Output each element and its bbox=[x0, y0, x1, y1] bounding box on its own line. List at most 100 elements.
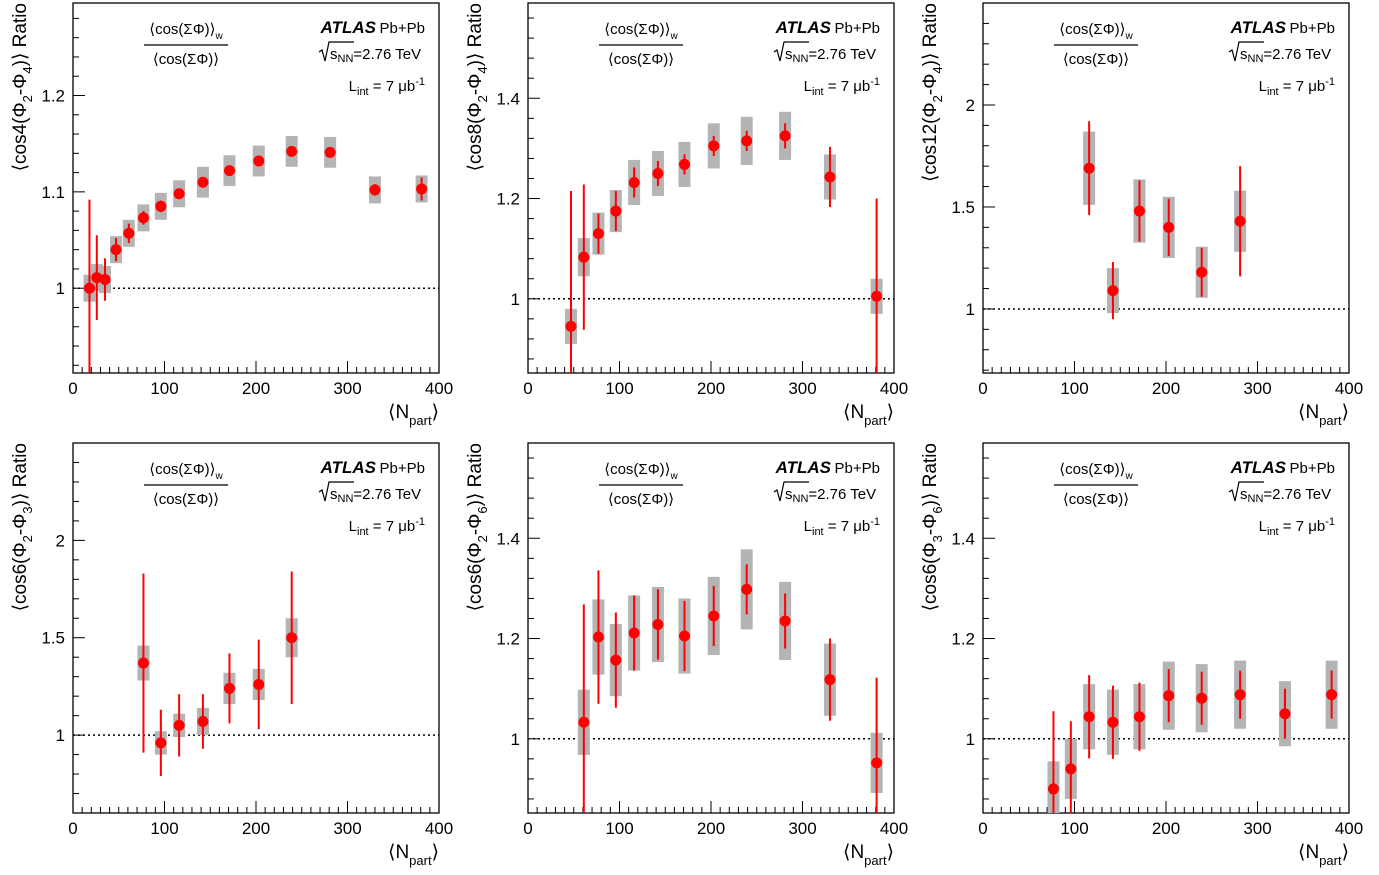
y-tick-label: 1.4 bbox=[496, 529, 520, 548]
data-point bbox=[1326, 689, 1338, 701]
x-tick-label: 0 bbox=[68, 379, 77, 398]
data-point bbox=[708, 610, 720, 622]
data-point bbox=[197, 176, 209, 188]
collision-energy: sNN=2.76 TeV bbox=[330, 46, 421, 65]
x-tick-label: 300 bbox=[788, 819, 816, 838]
x-tick-label: 200 bbox=[1152, 819, 1180, 838]
data-point bbox=[286, 145, 298, 157]
data-point bbox=[1083, 162, 1095, 174]
x-tick-label: 400 bbox=[880, 819, 908, 838]
sqrt-symbol bbox=[318, 41, 354, 62]
collision-system: Pb+Pb bbox=[380, 20, 425, 37]
data-point bbox=[137, 657, 149, 669]
x-tick-label: 100 bbox=[605, 379, 633, 398]
data-point bbox=[824, 171, 836, 183]
x-axis-title: ⟨Npart⟩ bbox=[1298, 402, 1349, 428]
data-point bbox=[1163, 221, 1175, 233]
data-point bbox=[779, 130, 791, 142]
data-point bbox=[565, 320, 577, 332]
data-point bbox=[1279, 708, 1291, 720]
data-point bbox=[173, 719, 185, 731]
data-point bbox=[91, 272, 103, 284]
data-point bbox=[1196, 692, 1208, 704]
data-point bbox=[678, 158, 690, 170]
data-point bbox=[1133, 205, 1145, 217]
collision-system: Pb+Pb bbox=[835, 460, 880, 477]
sqrt-symbol bbox=[773, 41, 809, 62]
y-axis-title: ⟨cos4(Φ2-Φ4)⟩ Ratio bbox=[10, 3, 35, 171]
data-point bbox=[1107, 285, 1119, 297]
x-tick-label: 300 bbox=[788, 379, 816, 398]
x-tick-label: 300 bbox=[1243, 819, 1271, 838]
x-tick-label: 200 bbox=[242, 819, 270, 838]
y-tick-label: 1 bbox=[511, 290, 520, 309]
collision-energy: sNN=2.76 TeV bbox=[330, 486, 421, 505]
sqrt-symbol bbox=[1228, 41, 1264, 62]
x-tick-label: 0 bbox=[978, 379, 987, 398]
y-tick-label: 1 bbox=[966, 730, 975, 749]
x-tick-label: 400 bbox=[425, 819, 453, 838]
x-tick-label: 0 bbox=[523, 379, 532, 398]
data-point bbox=[1083, 711, 1095, 723]
y-axis-title: ⟨cos8(Φ2-Φ4)⟩ Ratio bbox=[465, 3, 490, 171]
y-tick-label: 2 bbox=[56, 531, 65, 550]
atlas-label: ATLAS bbox=[1230, 18, 1287, 37]
ratio-denominator: ⟨cos(ΣΦ)⟩ bbox=[1063, 491, 1129, 508]
x-tick-label: 300 bbox=[333, 819, 361, 838]
data-point bbox=[708, 140, 720, 152]
collision-energy: sNN=2.76 TeV bbox=[785, 46, 876, 65]
x-tick-label: 100 bbox=[150, 379, 178, 398]
y-tick-label: 1.1 bbox=[41, 183, 65, 202]
luminosity: Lint = 7 μb-1 bbox=[804, 516, 880, 538]
panel-6: 0 100 200 300 400 1 1.2 1.4 ⟨cos(ΣΦ)⟩w ⟨cos(ΣΦ)⟩ A… bbox=[920, 442, 1363, 868]
ratio-numerator: ⟨cos(ΣΦ)⟩w bbox=[149, 21, 223, 42]
collision-system: Pb+Pb bbox=[1290, 20, 1335, 37]
sqrt-symbol bbox=[1228, 481, 1264, 502]
x-axis-title: ⟨Npart⟩ bbox=[1298, 842, 1349, 868]
data-point bbox=[592, 631, 604, 643]
y-tick-label: 1.5 bbox=[951, 198, 975, 217]
x-axis-title: ⟨Npart⟩ bbox=[388, 402, 439, 428]
x-axis-title: ⟨Npart⟩ bbox=[388, 842, 439, 868]
data-point bbox=[223, 682, 235, 694]
y-tick-label: 1.4 bbox=[496, 89, 520, 108]
luminosity: Lint = 7 μb-1 bbox=[1259, 76, 1335, 98]
data-point bbox=[610, 654, 622, 666]
panel-5: 0 100 200 300 400 1 1.2 1.4 ⟨cos(ΣΦ)⟩w ⟨cos(ΣΦ)⟩ A… bbox=[465, 442, 908, 868]
data-point bbox=[197, 715, 209, 727]
atlas-label: ATLAS bbox=[775, 458, 832, 477]
data-point bbox=[1234, 689, 1246, 701]
data-point bbox=[155, 200, 167, 212]
atlas-label: ATLAS bbox=[1230, 458, 1287, 477]
ratio-numerator: ⟨cos(ΣΦ)⟩w bbox=[1059, 461, 1133, 482]
ratio-denominator: ⟨cos(ΣΦ)⟩ bbox=[608, 491, 674, 508]
ratio-denominator: ⟨cos(ΣΦ)⟩ bbox=[608, 51, 674, 68]
data-point bbox=[1065, 763, 1077, 775]
data-point bbox=[741, 583, 753, 595]
x-tick-label: 400 bbox=[1335, 819, 1363, 838]
data-point bbox=[871, 757, 883, 769]
x-tick-label: 100 bbox=[1060, 819, 1088, 838]
luminosity: Lint = 7 μb-1 bbox=[349, 76, 425, 98]
collision-energy: sNN=2.76 TeV bbox=[785, 486, 876, 505]
y-tick-label: 1.2 bbox=[951, 630, 975, 649]
sqrt-symbol bbox=[773, 481, 809, 502]
x-tick-label: 400 bbox=[880, 379, 908, 398]
collision-system: Pb+Pb bbox=[835, 20, 880, 37]
data-point bbox=[155, 737, 167, 749]
panel-3: 0 100 200 300 400 1 1.5 2 ⟨cos(ΣΦ)⟩w ⟨cos(ΣΦ)⟩ ATL… bbox=[920, 2, 1363, 428]
x-tick-label: 200 bbox=[242, 379, 270, 398]
ratio-denominator: ⟨cos(ΣΦ)⟩ bbox=[153, 51, 219, 68]
y-axis-title: ⟨cos6(Φ3-Φ6)⟩ Ratio bbox=[920, 443, 945, 611]
y-tick-label: 1.2 bbox=[41, 87, 65, 106]
atlas-label: ATLAS bbox=[320, 18, 377, 37]
data-point bbox=[628, 627, 640, 639]
x-tick-label: 400 bbox=[425, 379, 453, 398]
data-point bbox=[652, 618, 664, 630]
data-point bbox=[369, 184, 381, 196]
data-point bbox=[286, 632, 298, 644]
x-tick-label: 200 bbox=[697, 819, 725, 838]
data-point bbox=[678, 630, 690, 642]
y-axis-title: ⟨cos6(Φ2-Φ3)⟩ Ratio bbox=[10, 443, 35, 611]
